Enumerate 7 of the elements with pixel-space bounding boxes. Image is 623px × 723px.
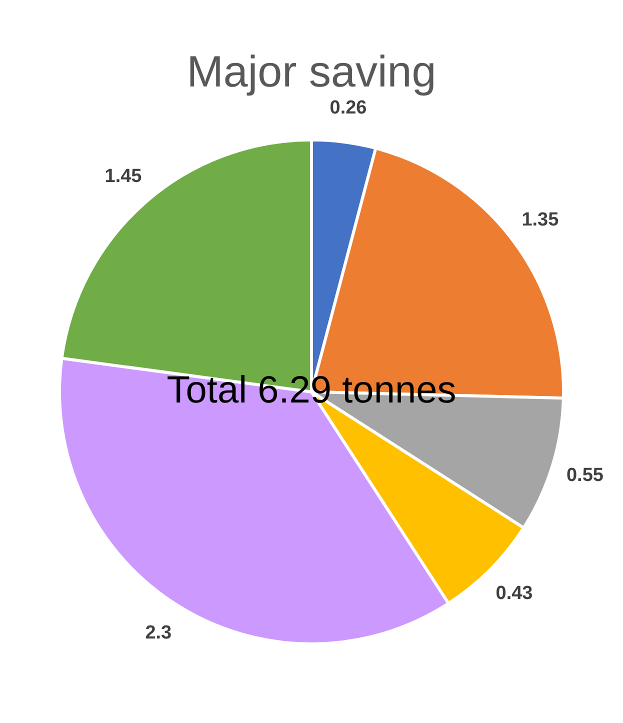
data-label: 0.55 <box>566 464 604 486</box>
chart-title: Major saving <box>186 48 436 97</box>
data-label: 1.45 <box>104 166 142 187</box>
data-label: 0.43 <box>496 582 533 604</box>
data-label: 1.35 <box>522 209 560 230</box>
data-label: 0.26 <box>330 98 367 119</box>
data-label: 2.3 <box>145 622 172 644</box>
